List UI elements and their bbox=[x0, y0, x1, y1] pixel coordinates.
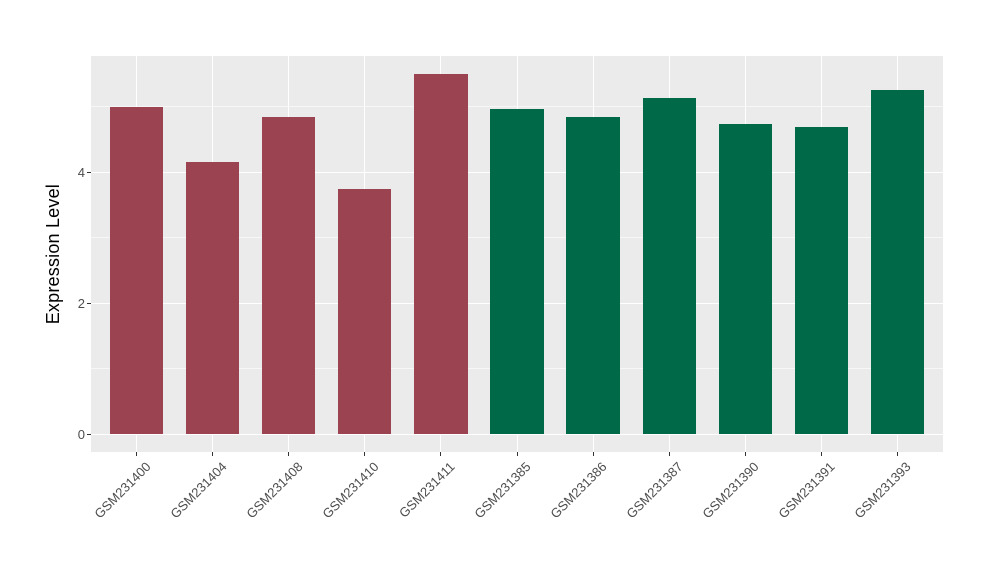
bar-GSM231393 bbox=[870, 89, 924, 434]
bar-GSM231391 bbox=[794, 127, 848, 434]
y-tick-label-2: 2 bbox=[77, 295, 85, 311]
y-tick-label-0: 0 bbox=[77, 426, 85, 442]
bar-GSM231411 bbox=[414, 74, 468, 434]
plot-panel bbox=[91, 56, 943, 452]
bar-GSM231387 bbox=[642, 97, 696, 434]
x-tick-mark-GSM231400 bbox=[136, 452, 138, 456]
bar-GSM231386 bbox=[566, 116, 620, 434]
x-tick-mark-GSM231408 bbox=[288, 452, 290, 456]
y-tick-mark-4 bbox=[87, 171, 91, 173]
x-tick-mark-GSM231393 bbox=[896, 452, 898, 456]
x-tick-mark-GSM231385 bbox=[516, 452, 518, 456]
x-tick-mark-GSM231387 bbox=[668, 452, 670, 456]
x-tick-mark-GSM231404 bbox=[212, 452, 214, 456]
y-axis-title: Expression Level bbox=[42, 56, 64, 452]
bar-GSM231390 bbox=[718, 124, 772, 434]
x-tick-mark-GSM231391 bbox=[820, 452, 822, 456]
bar-GSM231400 bbox=[110, 106, 164, 434]
bar-GSM231408 bbox=[262, 117, 316, 434]
y-tick-mark-0 bbox=[87, 433, 91, 435]
x-tick-mark-GSM231410 bbox=[364, 452, 366, 456]
bar-GSM231404 bbox=[186, 162, 240, 434]
y-tick-label-4: 4 bbox=[77, 164, 85, 180]
x-tick-mark-GSM231390 bbox=[744, 452, 746, 456]
y-tick-mark-2 bbox=[87, 302, 91, 304]
bar-GSM231385 bbox=[490, 109, 544, 434]
x-tick-mark-GSM231411 bbox=[440, 452, 442, 456]
bar-GSM231410 bbox=[338, 188, 392, 434]
x-tick-mark-GSM231386 bbox=[592, 452, 594, 456]
